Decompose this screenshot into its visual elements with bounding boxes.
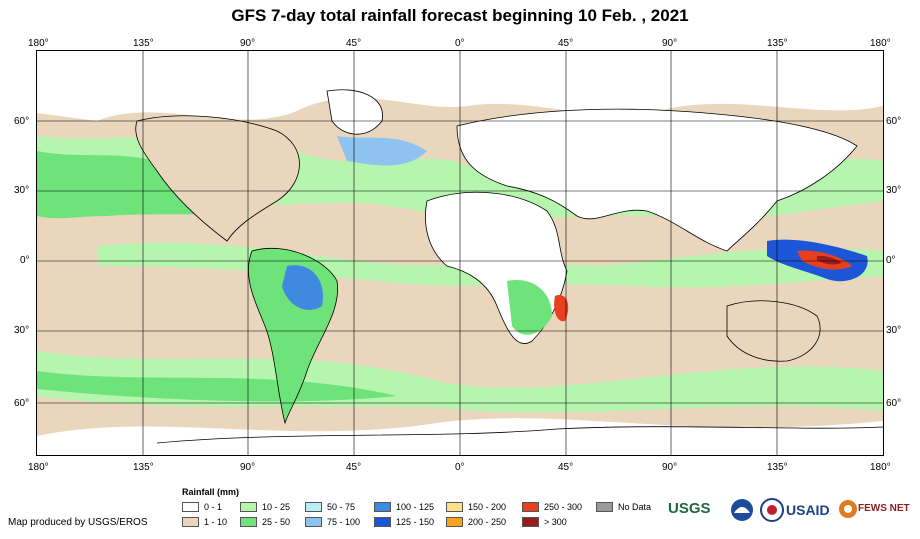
lon-label-bottom: 45° bbox=[346, 462, 362, 473]
legend-swatch bbox=[182, 502, 199, 512]
legend-swatch bbox=[596, 502, 613, 512]
legend-item: 10 - 25 bbox=[240, 501, 290, 513]
legend-label: 250 - 300 bbox=[544, 502, 583, 512]
legend-item: 1 - 10 bbox=[182, 516, 227, 528]
legend-item: 100 - 125 bbox=[374, 501, 434, 513]
legend-item: 150 - 200 bbox=[446, 501, 506, 513]
legend-swatch bbox=[446, 517, 463, 527]
lon-label-top: 45° bbox=[346, 38, 362, 49]
lon-label-top: 0° bbox=[455, 38, 465, 49]
fews-net-logo: FEWS NET bbox=[858, 503, 910, 514]
legend-item: 200 - 250 bbox=[446, 516, 506, 528]
fews-net-logo-icon bbox=[839, 500, 857, 518]
legend-label: 100 - 125 bbox=[396, 502, 435, 512]
lon-label-bottom: 45° bbox=[558, 462, 574, 473]
legend-swatch bbox=[522, 502, 539, 512]
legend-swatch bbox=[522, 517, 539, 527]
legend-label: 25 - 50 bbox=[262, 517, 291, 527]
lat-label-right: 60° bbox=[886, 398, 902, 409]
lon-label-top: 135° bbox=[133, 38, 154, 49]
rainfall-map bbox=[36, 50, 884, 456]
legend-label: 125 - 150 bbox=[396, 517, 435, 527]
rainfall-map-svg bbox=[37, 51, 883, 455]
lat-label-left: 0° bbox=[20, 255, 30, 266]
lon-label-bottom: 180° bbox=[870, 462, 891, 473]
legend-label: 150 - 200 bbox=[468, 502, 507, 512]
lat-label-left: 30° bbox=[14, 185, 30, 196]
legend-item: 125 - 150 bbox=[374, 516, 434, 528]
legend-swatch bbox=[240, 502, 257, 512]
legend-label: 200 - 250 bbox=[468, 517, 507, 527]
legend-label: 0 - 1 bbox=[204, 502, 223, 512]
legend-swatch bbox=[182, 517, 199, 527]
lon-label-bottom: 180° bbox=[28, 462, 49, 473]
legend-item: 25 - 50 bbox=[240, 516, 290, 528]
lat-label-right: 30° bbox=[886, 325, 902, 336]
lon-label-bottom: 90° bbox=[662, 462, 678, 473]
usaid-logo: USAID bbox=[786, 502, 830, 518]
lon-label-top: 90° bbox=[240, 38, 256, 49]
lon-label-top: 90° bbox=[662, 38, 678, 49]
lat-label-right: 30° bbox=[886, 185, 902, 196]
legend-item: 250 - 300 bbox=[522, 501, 582, 513]
lon-label-bottom: 135° bbox=[767, 462, 788, 473]
legend-swatch bbox=[374, 502, 391, 512]
lat-label-left: 60° bbox=[14, 116, 30, 127]
lat-label-left: 60° bbox=[14, 398, 30, 409]
legend-title: Rainfall (mm) bbox=[182, 487, 240, 497]
legend-swatch bbox=[446, 502, 463, 512]
lon-label-bottom: 0° bbox=[455, 462, 465, 473]
lat-label-right: 60° bbox=[886, 116, 902, 127]
legend-label: 1 - 10 bbox=[204, 517, 228, 527]
legend-swatch bbox=[240, 517, 257, 527]
legend-item: > 300 bbox=[522, 516, 567, 528]
usaid-seal-icon bbox=[760, 498, 784, 522]
lon-label-top: 180° bbox=[28, 38, 49, 49]
legend-item: No Data bbox=[596, 501, 651, 513]
legend-label: 10 - 25 bbox=[262, 502, 291, 512]
legend-label: > 300 bbox=[544, 517, 567, 527]
lon-label-top: 45° bbox=[558, 38, 574, 49]
legend-label: No Data bbox=[618, 502, 652, 512]
legend-swatch bbox=[305, 517, 322, 527]
noaa-logo-icon bbox=[731, 499, 753, 521]
legend-item: 75 - 100 bbox=[305, 516, 360, 528]
legend-label: 50 - 75 bbox=[327, 502, 356, 512]
credit-text: Map produced by USGS/EROS bbox=[8, 517, 148, 528]
lon-label-bottom: 135° bbox=[133, 462, 154, 473]
legend-label: 75 - 100 bbox=[327, 517, 361, 527]
map-title: GFS 7-day total rainfall forecast beginn… bbox=[231, 6, 689, 25]
usgs-logo: USGS bbox=[668, 500, 711, 517]
lat-label-left: 30° bbox=[14, 325, 30, 336]
lon-label-top: 180° bbox=[870, 38, 891, 49]
legend-item: 50 - 75 bbox=[305, 501, 355, 513]
legend-swatch bbox=[305, 502, 322, 512]
lat-label-right: 0° bbox=[886, 255, 896, 266]
legend-item: 0 - 1 bbox=[182, 501, 222, 513]
legend-swatch bbox=[374, 517, 391, 527]
lon-label-top: 135° bbox=[767, 38, 788, 49]
lon-label-bottom: 90° bbox=[240, 462, 256, 473]
